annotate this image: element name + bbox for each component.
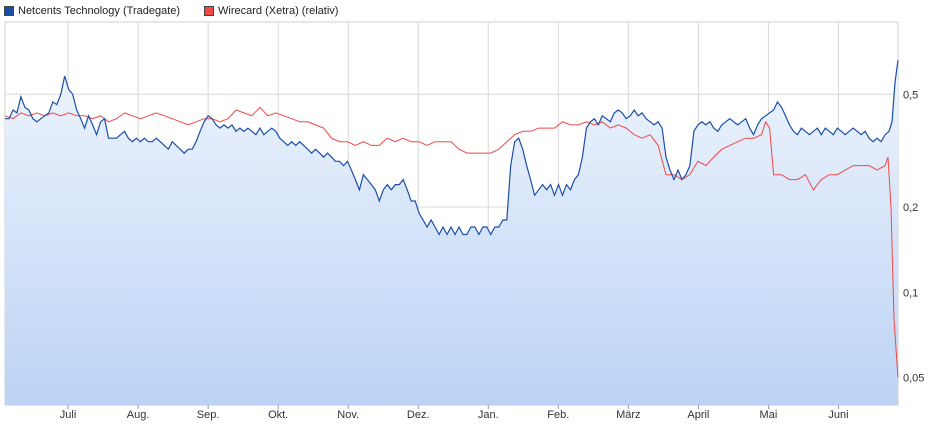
legend: Netcents Technology (Tradegate) Wirecard… <box>4 3 362 19</box>
legend-label-series2: Wirecard (Xetra) (relativ) <box>218 5 339 17</box>
x-tick-label: Jan. <box>478 409 499 421</box>
y-tick-label: 0,5 <box>903 89 918 101</box>
series1-area <box>5 60 898 405</box>
legend-swatch-series1 <box>4 6 14 16</box>
x-tick-label: Feb. <box>547 409 569 421</box>
x-tick-label: Mai <box>760 409 778 421</box>
x-tick-label: März <box>616 409 640 421</box>
y-tick-label: 0,2 <box>903 202 918 214</box>
x-tick-label: April <box>687 409 709 421</box>
x-tick-label: Juli <box>60 409 77 421</box>
legend-label-series1: Netcents Technology (Tradegate) <box>18 5 181 17</box>
series2-line <box>4 106 899 378</box>
y-tick-label: 0,1 <box>903 287 918 299</box>
x-tick-label: Aug. <box>127 409 150 421</box>
x-tick-label: Nov. <box>337 409 359 421</box>
x-axis: Juli Aug. Sep. Okt. Nov. Dez. Jan. Feb. März Apri… <box>60 405 849 421</box>
x-tick-label: Dez. <box>407 409 430 421</box>
x-tick-label: Okt. <box>268 409 288 421</box>
series1-line <box>5 60 899 236</box>
y-tick-label: 0,05 <box>903 373 924 385</box>
x-tick-label: Juni <box>828 409 848 421</box>
y-axis: 0,5 0,2 0,1 0,05 <box>903 89 924 384</box>
legend-item-series2[interactable]: Wirecard (Xetra) (relativ) <box>204 5 338 17</box>
legend-swatch-series2 <box>204 6 215 16</box>
x-tick-label: Sep. <box>197 409 220 421</box>
legend-item-series1[interactable]: Netcents Technology (Tradegate) <box>4 5 180 17</box>
